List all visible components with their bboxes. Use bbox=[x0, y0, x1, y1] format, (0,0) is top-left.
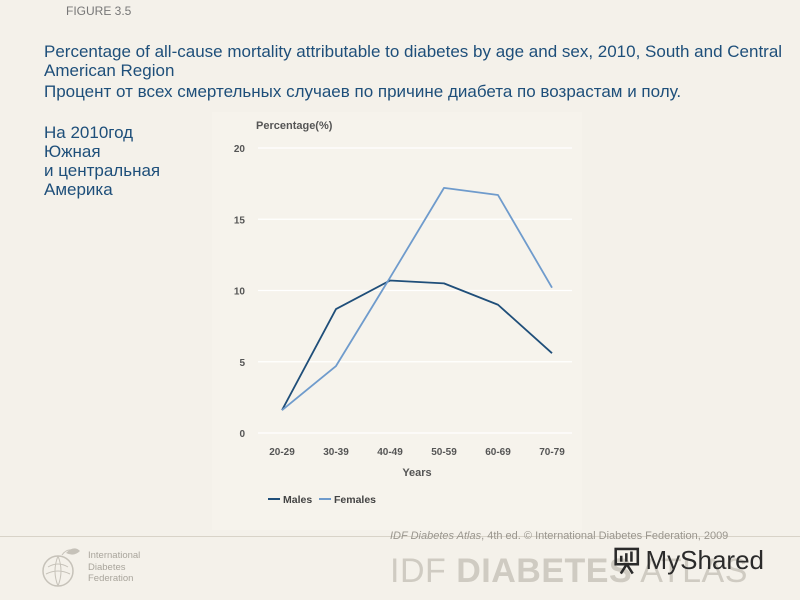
watermark-text: MyShared bbox=[645, 544, 765, 575]
y-tick-label: 20 bbox=[234, 144, 246, 155]
citation: IDF Diabetes Atlas, 4th ed. © Internatio… bbox=[390, 530, 728, 542]
y-tick-label: 0 bbox=[239, 429, 245, 440]
x-tick-label: 50-59 bbox=[431, 447, 457, 458]
atlas-suffix: ATLAS bbox=[632, 552, 748, 590]
idf-org-line: International bbox=[88, 550, 141, 561]
figure-label: FIGURE 3.5 bbox=[66, 4, 132, 18]
chart-panel bbox=[212, 112, 582, 530]
legend-label-females: Females bbox=[334, 494, 376, 506]
region-line: На 2010год bbox=[44, 123, 134, 142]
x-tick-label: 60-69 bbox=[485, 447, 511, 458]
y-tick-label: 5 bbox=[239, 358, 245, 369]
chart-title-russian: Процент от всех смертельных случаев по п… bbox=[44, 82, 682, 101]
legend-label-males: Males bbox=[283, 494, 312, 506]
idf-logo-icon bbox=[42, 548, 80, 587]
region-line: Южная bbox=[44, 142, 101, 161]
x-tick-label: 70-79 bbox=[539, 447, 565, 458]
region-caption: На 2010год Южная и центральная Америка bbox=[44, 123, 160, 199]
myshared-watermark[interactable]: MyShared bbox=[614, 540, 764, 580]
atlas-wordmark: IDF DIABETES ATLAS bbox=[390, 552, 748, 591]
y-axis-title: Percentage(%) bbox=[256, 120, 333, 132]
series-line-males bbox=[281, 279, 553, 411]
footer-divider bbox=[0, 536, 800, 537]
x-tick-label: 40-49 bbox=[377, 447, 403, 458]
x-axis-title: Years bbox=[402, 467, 431, 479]
series-line-females bbox=[281, 186, 553, 411]
x-tick-label: 30-39 bbox=[323, 447, 349, 458]
chart-title-english: Percentage of all-cause mortality attrib… bbox=[44, 42, 783, 80]
idf-org-name: International Diabetes Federation bbox=[88, 550, 140, 585]
citation-title: IDF Diabetes Atlas bbox=[390, 530, 482, 542]
citation-rest: , 4th ed. © International Diabetes Feder… bbox=[481, 530, 729, 542]
y-tick-label: 10 bbox=[234, 287, 246, 298]
idf-org-line: Federation bbox=[88, 573, 134, 584]
region-line: Америка bbox=[44, 180, 113, 199]
region-line: и центральная bbox=[44, 161, 161, 180]
idf-org-line: Diabetes bbox=[88, 561, 126, 573]
y-tick-label: 15 bbox=[234, 215, 246, 226]
atlas-bold: DIABETES bbox=[456, 552, 633, 590]
atlas-prefix: IDF bbox=[390, 552, 457, 590]
presentation-board-icon bbox=[614, 547, 640, 575]
x-tick-label: 20-29 bbox=[269, 447, 295, 458]
